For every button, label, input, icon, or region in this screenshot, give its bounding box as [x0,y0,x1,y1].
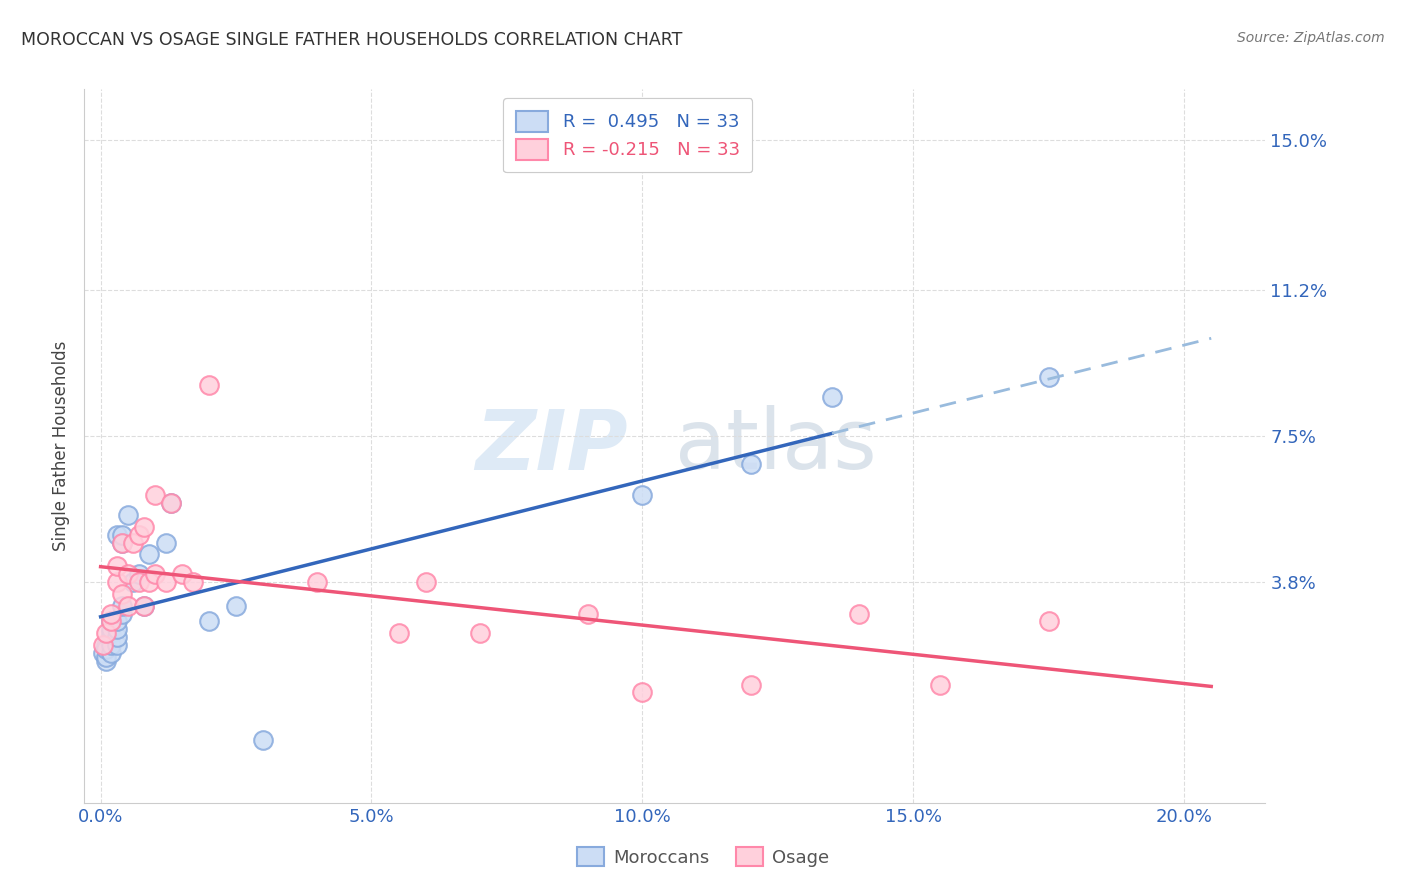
Point [117,599,139,613]
Y-axis label: Single Father Households: Single Father Households [52,341,70,551]
Point [848,607,870,621]
Point [160,496,183,510]
Point [94,649,117,664]
Point [105,574,128,589]
Point [198,377,221,392]
Point [155,574,177,589]
Point [128,567,150,582]
Point [105,638,128,652]
Point [138,574,160,589]
Legend: Moroccans, Osage: Moroccans, Osage [569,840,837,874]
Text: MOROCCAN VS OSAGE SINGLE FATHER HOUSEHOLDS CORRELATION CHART: MOROCCAN VS OSAGE SINGLE FATHER HOUSEHOL… [21,31,682,49]
Point [821,390,844,404]
Point [132,599,155,613]
Point [160,496,183,510]
Point [111,599,134,613]
Point [100,646,122,660]
Point [105,615,128,629]
Point [128,527,150,541]
Point [117,567,139,582]
Point [91,638,114,652]
Point [415,574,437,589]
Point [132,520,155,534]
Point [740,677,762,691]
Point [468,626,491,640]
Point [117,508,139,522]
Point [100,615,122,629]
Point [225,599,247,613]
Point [307,574,329,589]
Point [631,685,654,699]
Point [170,567,193,582]
Point [111,587,134,601]
Point [105,527,128,541]
Point [143,567,166,582]
Point [111,535,134,549]
Point [105,630,128,644]
Point [94,654,117,668]
Point [100,638,122,652]
Point [122,535,145,549]
Point [100,607,122,621]
Point [100,615,122,629]
Point [100,623,122,637]
Point [94,642,117,657]
Point [155,535,177,549]
Point [740,457,762,471]
Point [198,615,221,629]
Point [387,626,409,640]
Point [94,626,117,640]
Text: ZIP: ZIP [475,406,627,486]
Point [929,677,952,691]
Point [1038,370,1060,384]
Point [181,574,204,589]
Point [100,626,122,640]
Point [132,599,155,613]
Point [111,607,134,621]
Text: atlas: atlas [675,406,876,486]
Legend: R =  0.495   N = 33, R = -0.215   N = 33: R = 0.495 N = 33, R = -0.215 N = 33 [503,98,752,172]
Point [138,548,160,562]
Point [94,638,117,652]
Point [128,574,150,589]
Point [1038,615,1060,629]
Point [122,574,145,589]
Point [105,623,128,637]
Text: Source: ZipAtlas.com: Source: ZipAtlas.com [1237,31,1385,45]
Point [576,607,599,621]
Point [111,535,134,549]
Point [631,488,654,502]
Point [143,488,166,502]
Point [252,732,274,747]
Point [105,559,128,574]
Point [91,646,114,660]
Point [111,527,134,541]
